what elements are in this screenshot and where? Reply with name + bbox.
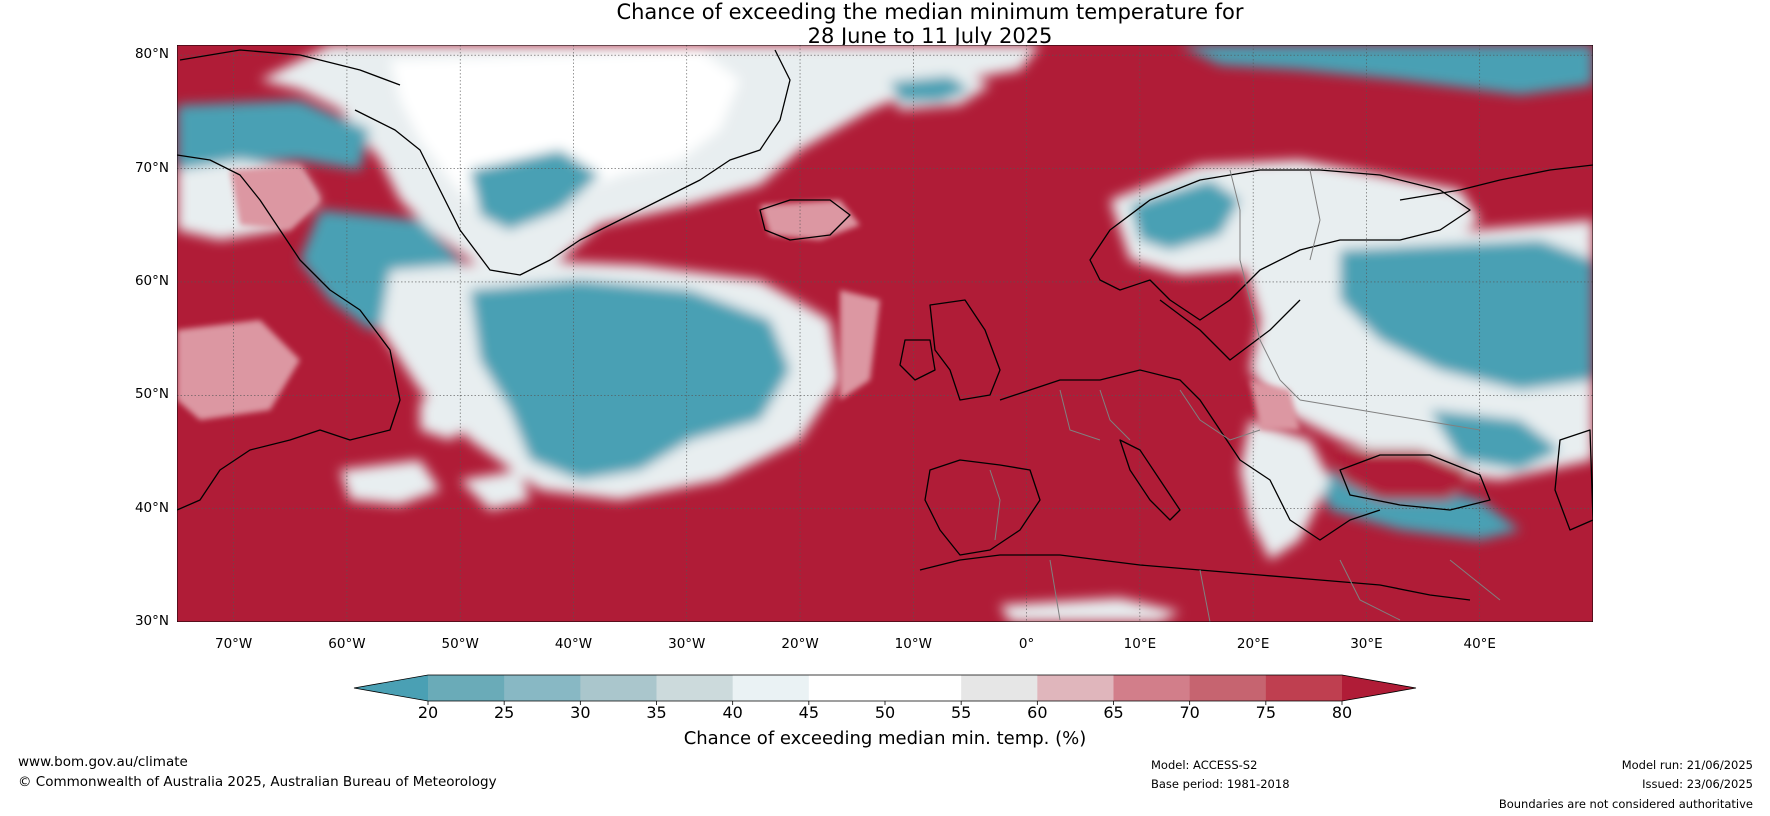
colorbar-segment [504, 675, 581, 701]
latitude-label: 60°N [134, 272, 169, 289]
map-title-line1: Chance of exceeding the median minimum t… [616, 0, 1244, 24]
model-name: Model: ACCESS-S2 [1151, 758, 1258, 772]
colorbar-segment [1037, 675, 1114, 701]
greenland-coast [354, 49, 791, 276]
mid-atlantic-teal [470, 280, 790, 480]
map-title-line2: 28 June to 11 July 2025 [807, 24, 1053, 48]
colorbar-tick-label: 70 [1179, 703, 1200, 722]
longitude-label: 50°W [441, 636, 479, 652]
bottom-strip-light [1000, 598, 1180, 622]
colorbar-tick-label: 30 [570, 703, 591, 722]
baltic-coast [1159, 299, 1301, 361]
atlantic-patch-1 [340, 460, 440, 505]
colorbar-tick-label: 50 [874, 703, 896, 722]
latitude-label: 80°N [134, 46, 169, 63]
svalbard-teal [890, 76, 970, 102]
website-link[interactable]: www.bom.gov.au/climate [18, 754, 188, 770]
issued-date: Issued: 23/06/2025 [1642, 777, 1753, 791]
model-run-date: Model run: 21/06/2025 [1621, 758, 1753, 772]
greenland-north-coast [179, 49, 401, 86]
ireland-coast [899, 339, 936, 381]
ural-teal [1430, 410, 1560, 470]
longitude-label: 20°E [1236, 636, 1270, 652]
baffin-coast [177, 154, 401, 511]
colorbar-segment [885, 675, 962, 701]
uk-coast [929, 299, 1001, 401]
longitude-label: 10°W [894, 636, 932, 652]
atlantic-edge-pink [840, 290, 880, 400]
colorbar-segment [1265, 675, 1343, 701]
scandinavia-coast [1089, 169, 1471, 321]
colorbar-segment [808, 675, 886, 701]
italy-coast [1119, 439, 1181, 521]
latitude-label: 40°N [134, 499, 169, 516]
longitude-label: 30°W [668, 636, 706, 652]
colorbar-segment [428, 675, 505, 701]
longitude-label: 40°E [1463, 636, 1496, 652]
boundary-disclaimer: Boundaries are not considered authoritat… [1498, 797, 1753, 811]
colorbar-tick-label: 80 [1331, 703, 1353, 722]
colorbar-tick-label: 60 [1027, 703, 1048, 722]
colorbar-tick-label: 20 [417, 703, 439, 722]
longitude-label: 30°E [1350, 636, 1383, 652]
atlantic-patch-2 [460, 470, 530, 510]
longitude-label: 40°W [554, 636, 593, 652]
africa-coast [919, 554, 1471, 601]
graticule [177, 45, 1593, 622]
black-sea-coast [1339, 454, 1491, 511]
latitude-label: 30°N [134, 613, 169, 629]
colorbar-min-extension [354, 675, 428, 701]
colorbar-tick-label: 55 [950, 703, 972, 722]
coastlines [177, 49, 1593, 601]
balkans-light [1240, 420, 1330, 560]
longitude-label: 70°W [214, 636, 253, 652]
black-sea-red [1340, 450, 1470, 500]
europe-coast [999, 369, 1381, 541]
colorbar-segment [1113, 675, 1191, 701]
longitude-label: 20°W [781, 636, 819, 652]
colorbar-segment [580, 675, 657, 701]
colorbar-segment [732, 675, 810, 701]
iceland-coast [759, 199, 851, 241]
colorbar-segment [656, 675, 734, 701]
iberia-coast [924, 459, 1041, 556]
colorbar [353, 674, 1417, 705]
map-plot-area [177, 45, 1593, 622]
barents-teal [1180, 45, 1593, 95]
map-title: Chance of exceeding the median minimum t… [0, 0, 1770, 48]
baffin-teal [177, 100, 370, 170]
base-period: Base period: 1981-2018 [1151, 777, 1290, 791]
copyright-text: © Commonwealth of Australia 2025, Austra… [18, 774, 497, 790]
colorbar-segment [961, 675, 1038, 701]
colorbar-tick-label: 40 [722, 703, 743, 722]
greenland-east-teal [470, 150, 600, 230]
colorbar-label: Chance of exceeding median min. temp. (%… [683, 728, 1087, 749]
colorbar-segment [1189, 675, 1267, 701]
colorbar-tick-label: 25 [493, 703, 515, 722]
country-borders [989, 169, 1501, 622]
colorbar-max-extension [1342, 675, 1416, 701]
latitude-label: 70°N [134, 159, 169, 176]
latitude-label: 50°N [134, 386, 169, 403]
newfoundland-light [420, 390, 480, 440]
hudson-pink [230, 165, 320, 230]
longitude-label: 60°W [328, 636, 366, 652]
colorbar-tick-label: 75 [1255, 703, 1276, 722]
balkans-pink [1250, 380, 1300, 430]
colorbar-tick-label: 35 [646, 703, 667, 722]
caspian-coast [1554, 429, 1593, 531]
colorbar-tick-label: 65 [1103, 703, 1124, 722]
longitude-label: 10°E [1123, 636, 1157, 652]
longitude-label: 0° [1018, 636, 1035, 652]
russia-north-coast [1399, 164, 1593, 201]
russia-teal [1340, 240, 1593, 390]
colorbar-tick-label: 45 [798, 703, 819, 722]
